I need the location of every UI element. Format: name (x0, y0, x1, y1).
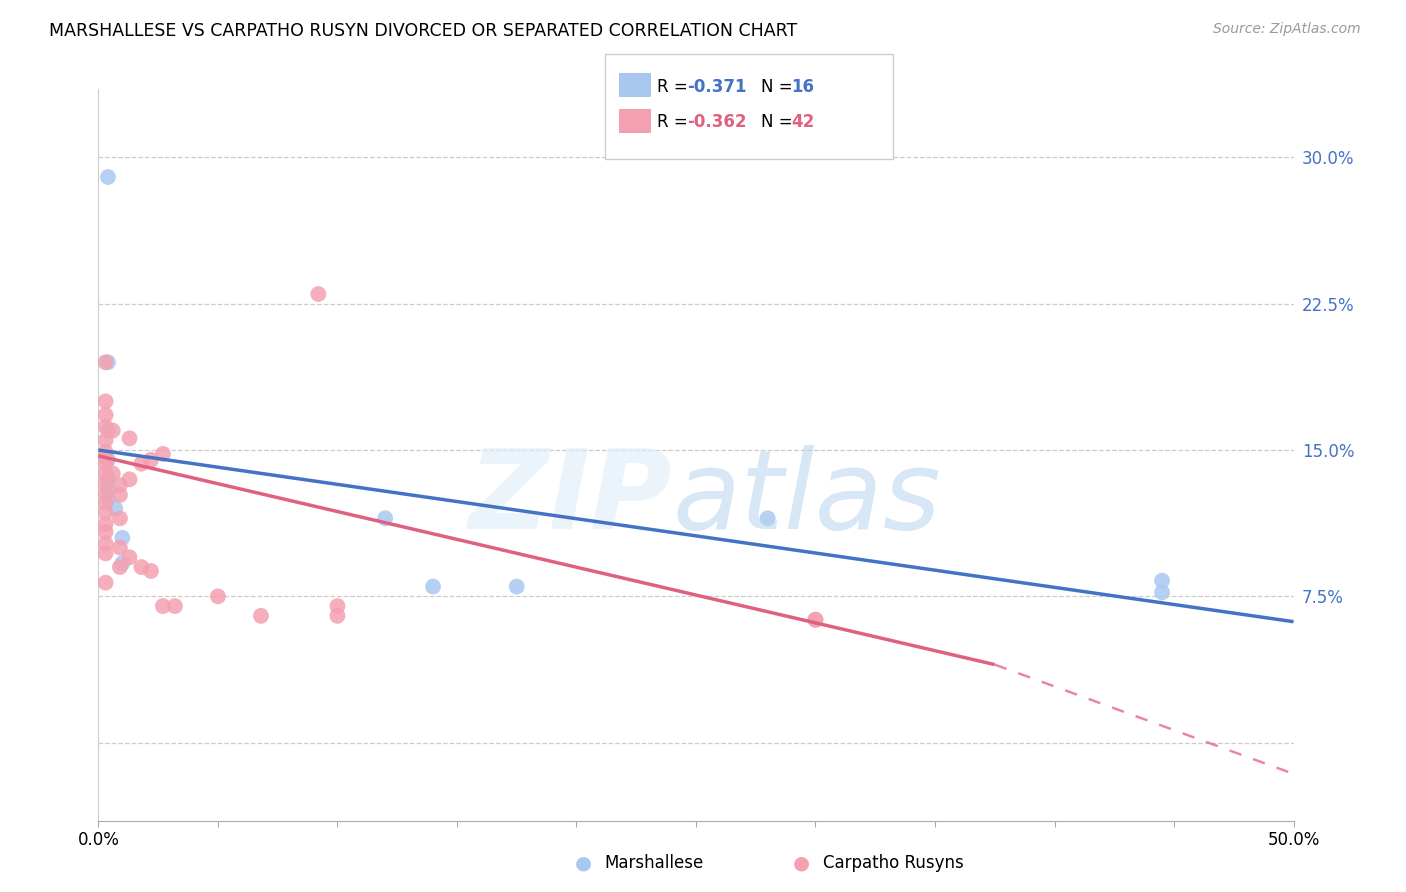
Point (374, 511, 396, 525)
Point (326, 599, 349, 613)
Point (250, 608, 273, 623)
Text: Marshallese: Marshallese (605, 855, 704, 872)
Point (97, 452, 120, 467)
Text: R =: R = (657, 78, 693, 95)
Text: N =: N = (761, 78, 797, 95)
Point (101, 424, 124, 438)
Text: Source: ZipAtlas.com: Source: ZipAtlas.com (1213, 22, 1361, 37)
Point (94, 506, 117, 520)
Point (104, 501, 127, 516)
Point (97, 482, 120, 496)
Point (111, 556, 134, 570)
Point (94, 355, 117, 369)
Text: N =: N = (761, 113, 797, 131)
Point (97, 355, 120, 369)
Point (139, 452, 162, 467)
Point (94, 546, 117, 560)
Point (97, 472, 120, 486)
Point (118, 431, 141, 445)
Point (108, 511, 131, 525)
Point (804, 613, 827, 627)
Point (131, 457, 153, 471)
Point (94, 419, 117, 434)
Point (111, 531, 134, 545)
Point (163, 599, 186, 613)
Text: atlas: atlas (672, 445, 941, 552)
Point (804, 613, 827, 627)
Point (118, 472, 141, 486)
Point (152, 447, 174, 461)
Point (756, 511, 779, 525)
Point (326, 608, 349, 623)
Point (94, 394, 117, 409)
Point (94, 496, 117, 510)
Point (94, 445, 117, 459)
Point (94, 450, 117, 465)
Text: 16: 16 (792, 78, 814, 95)
Point (108, 488, 131, 502)
Point (131, 560, 153, 574)
Point (1152, 585, 1174, 599)
Point (422, 580, 444, 594)
Text: ●: ● (793, 854, 810, 873)
Point (101, 467, 124, 481)
Point (94, 408, 117, 422)
Point (94, 476, 117, 491)
Point (97, 169, 120, 184)
Point (94, 536, 117, 550)
Text: MARSHALLESE VS CARPATHO RUSYN DIVORCED OR SEPARATED CORRELATION CHART: MARSHALLESE VS CARPATHO RUSYN DIVORCED O… (49, 22, 797, 40)
Point (139, 564, 162, 578)
Point (108, 560, 131, 574)
Text: ●: ● (575, 854, 592, 873)
Text: -0.371: -0.371 (688, 78, 747, 95)
Point (94, 434, 117, 448)
Point (94, 575, 117, 590)
Text: Carpatho Rusyns: Carpatho Rusyns (823, 855, 963, 872)
Point (108, 541, 131, 555)
Point (207, 590, 229, 604)
Point (97, 424, 120, 438)
Point (97, 491, 120, 506)
Point (152, 599, 174, 613)
Point (108, 478, 131, 492)
Point (94, 517, 117, 532)
Point (506, 580, 529, 594)
Text: 42: 42 (792, 113, 815, 131)
Point (94, 457, 117, 471)
Point (1152, 574, 1174, 588)
Point (94, 467, 117, 481)
Text: R =: R = (657, 113, 693, 131)
Point (94, 524, 117, 539)
Text: ZIP: ZIP (468, 445, 672, 552)
Point (118, 550, 141, 565)
Point (94, 486, 117, 500)
Point (307, 287, 329, 301)
Text: -0.362: -0.362 (688, 113, 747, 131)
